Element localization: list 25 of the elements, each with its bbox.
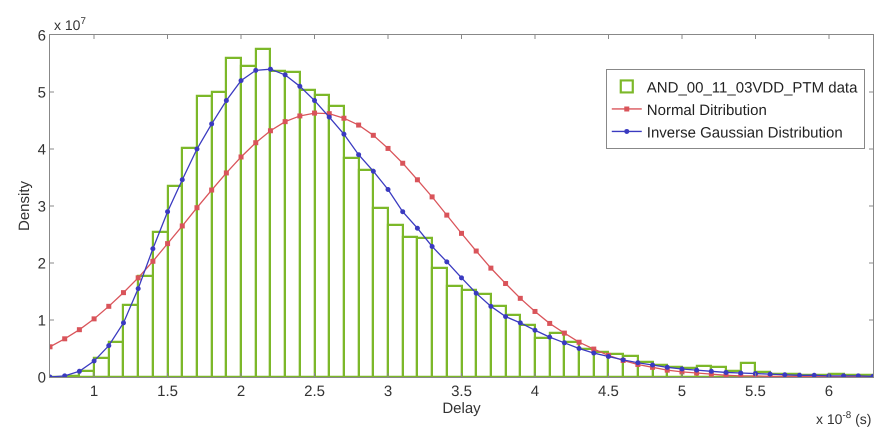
x-tick-label: 2.5 [304,383,325,400]
x-tick-label: 3 [384,383,392,400]
x-axis-title: Delay [442,400,482,417]
x-tick-label: 5.5 [745,383,766,400]
y-axis-title: Density [16,180,33,232]
x-tick-label: 3.5 [451,383,472,400]
x-tick-label: 6 [824,383,834,400]
legend-label: Inverse Gaussian Distribution [646,124,843,142]
legend-label: Normal Ditribution [646,102,767,119]
y-tick-label: 0 [38,369,46,386]
y-tick-label: 3 [38,198,46,216]
text: x 10$^{7}$ [54,16,86,33]
x-tick-label: 4 [530,383,540,400]
text: x 10$^{-8}$ (s) [816,410,872,427]
x-tick-label: 4.5 [598,383,619,400]
y-tick-label: 6 [38,27,46,44]
x-tick-label: 5 [678,383,686,400]
legend-label: AND_00_11_03VDD_PTM data [646,79,858,96]
y-tick-label: 4 [38,141,46,158]
x-tick-label: 1.5 [157,383,178,400]
x-tick-label: 2 [236,383,246,400]
x-tick-label: 1 [90,383,98,400]
y-tick-label: 1 [38,312,46,330]
y-tick-label: 2 [38,255,46,272]
y-tick-label: 5 [38,84,46,102]
